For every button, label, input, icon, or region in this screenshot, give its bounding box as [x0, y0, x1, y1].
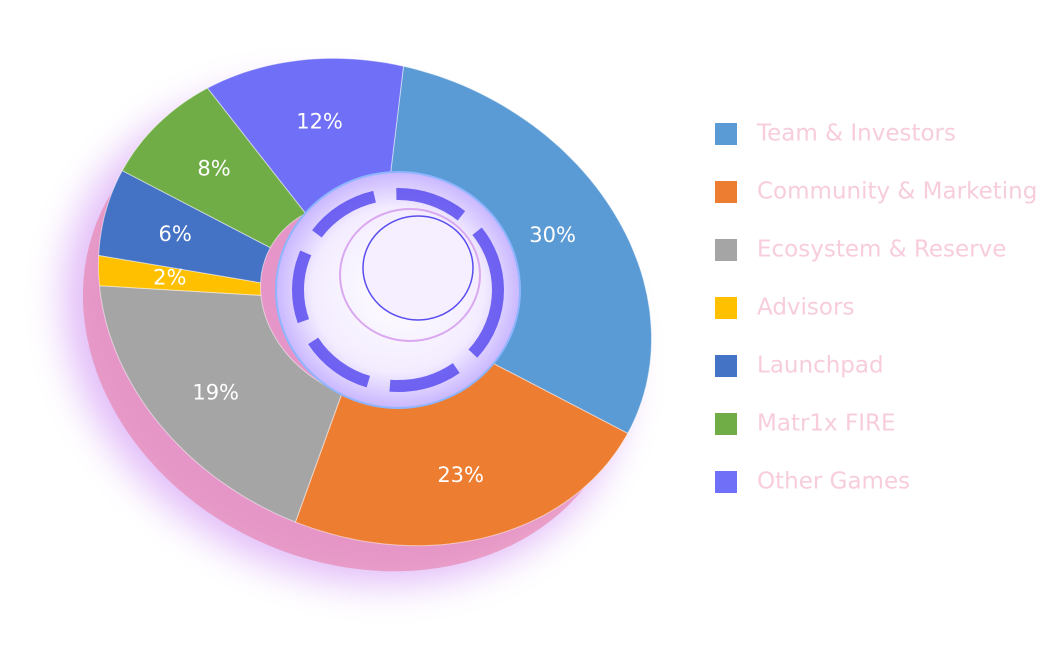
- legend-swatch: [715, 413, 737, 435]
- legend-label: Advisors: [757, 295, 854, 321]
- legend-label: Community & Marketing: [757, 179, 1037, 205]
- value-label: 19%: [192, 380, 239, 404]
- legend-label: Matr1x FIRE: [757, 411, 896, 437]
- value-label: 2%: [153, 266, 186, 290]
- center-decoration: [275, 171, 521, 409]
- legend-swatch: [715, 239, 737, 261]
- legend-label: Launchpad: [757, 353, 884, 379]
- legend-swatch: [715, 355, 737, 377]
- labels: 30% 23% 19% 2% 6% 8% 12%: [153, 110, 576, 487]
- legend-label: Team & Investors: [756, 121, 956, 147]
- value-label: 6%: [158, 222, 191, 246]
- legend-label: Other Games: [757, 469, 910, 495]
- value-label: 23%: [437, 463, 484, 487]
- value-label: 8%: [197, 157, 230, 181]
- legend-label: Ecosystem & Reserve: [757, 237, 1006, 263]
- pie: [98, 57, 652, 547]
- value-label: 30%: [529, 223, 576, 247]
- legend-swatch: [715, 181, 737, 203]
- legend-swatch: [715, 297, 737, 319]
- legend-swatch: [715, 123, 737, 145]
- legend: Team & Investors Community & Marketing Eco…: [715, 121, 1037, 495]
- value-label: 12%: [296, 110, 343, 134]
- legend-swatch: [715, 471, 737, 493]
